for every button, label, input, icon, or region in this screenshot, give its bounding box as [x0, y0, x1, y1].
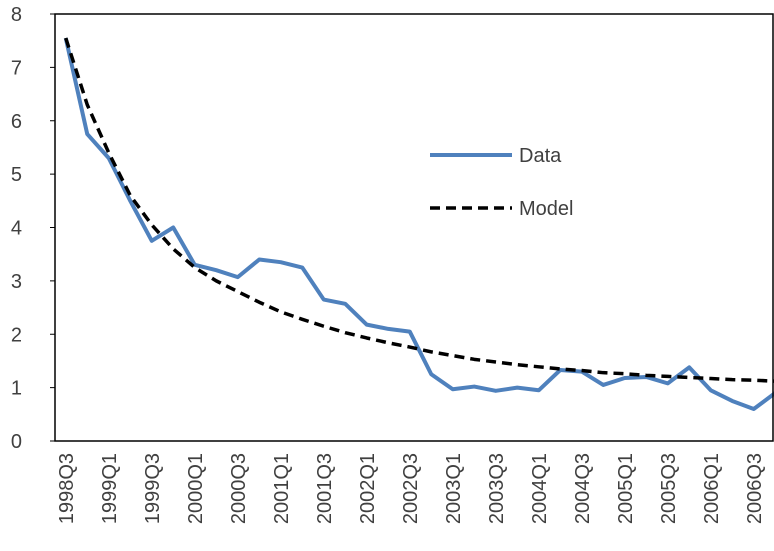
y-tick-label: 6	[11, 111, 22, 133]
x-tick-label: 2000Q1	[185, 453, 207, 524]
x-tick-label: 2005Q1	[615, 453, 637, 524]
y-tick-label: 1	[11, 378, 22, 400]
y-tick-label: 3	[11, 271, 22, 293]
x-tick-label: 1998Q3	[56, 453, 78, 524]
x-tick-label: 2005Q3	[658, 453, 680, 524]
x-tick-label: 2003Q1	[443, 453, 465, 524]
x-tick-label: 2006Q3	[744, 453, 766, 524]
x-tick-label: 1999Q1	[99, 453, 121, 524]
y-tick-label: 8	[11, 4, 22, 26]
x-tick-label: 2003Q3	[486, 453, 508, 524]
x-tick-label: 2006Q1	[701, 453, 723, 524]
y-tick-label: 0	[11, 431, 22, 453]
y-tick-label: 5	[11, 164, 22, 186]
x-tick-label: 2002Q1	[357, 453, 379, 524]
x-tick-label: 1999Q3	[142, 453, 164, 524]
legend-label: Model	[519, 198, 573, 220]
x-tick-label: 2001Q3	[314, 453, 336, 524]
y-tick-label: 4	[11, 218, 22, 240]
series-line	[64, 37, 774, 383]
x-tick-label: 2004Q3	[572, 453, 594, 524]
x-tick-label: 2004Q1	[529, 453, 551, 524]
y-tick-label: 7	[11, 57, 22, 79]
legend-label: Data	[519, 145, 562, 167]
series-line	[63, 37, 774, 411]
x-tick-label: 2001Q1	[271, 453, 293, 524]
x-tick-label: 2002Q3	[400, 453, 422, 524]
y-tick-label: 2	[11, 324, 22, 346]
plot-area	[63, 37, 774, 411]
x-tick-label: 2000Q3	[228, 453, 250, 524]
